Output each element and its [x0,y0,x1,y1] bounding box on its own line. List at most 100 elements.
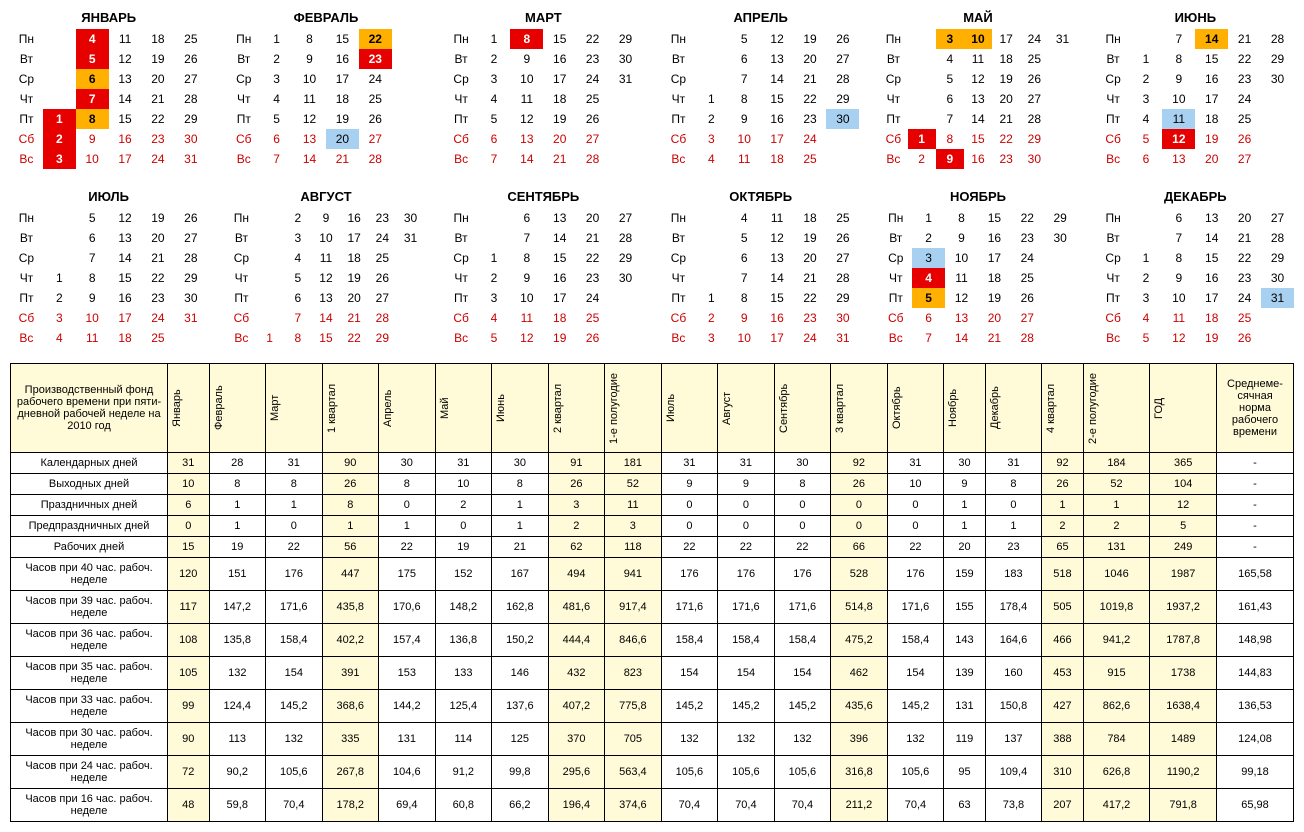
summary-cell: 155 [944,591,986,624]
day-cell: 28 [1261,228,1294,248]
summary-cell: 427 [1042,690,1084,723]
day-cell: 6 [284,288,312,308]
day-label: Ср [445,248,478,268]
day-label: Чт [445,268,478,288]
day-cell: 14 [510,149,543,169]
day-cell: 7 [510,228,543,248]
summary-cell: 1987 [1150,558,1217,591]
day-label: Пн [1097,29,1130,49]
day-cell: 4 [478,308,511,328]
summary-cell: 108 [168,624,210,657]
day-cell: 16 [1195,268,1228,288]
calendar-grid: ЯНВАРЬПн4111825Вт5121926Ср6132027Чт71421… [10,10,1294,348]
day-cell: 2 [260,49,293,69]
day-cell: 27 [1020,89,1048,109]
day-cell: 9 [76,288,109,308]
day-cell: 15 [761,288,794,308]
day-cell: 16 [543,49,576,69]
summary-cell: 124,4 [209,690,266,723]
day-cell: 11 [728,149,761,169]
day-label: Вт [879,49,907,69]
day-cell: 11 [1162,109,1195,129]
day-cell: 26 [1228,129,1261,149]
day-cell: 28 [368,308,396,328]
day-cell: 7 [284,308,312,328]
day-cell: 21 [142,89,175,109]
day-cell: 10 [1162,89,1195,109]
day-cell: 19 [543,328,576,348]
day-cell: 10 [964,29,992,49]
summary-cell: 147,2 [209,591,266,624]
summary-col-header: Июль [661,364,718,453]
summary-cell: 30 [492,453,549,474]
day-cell: 9 [510,49,543,69]
summary-cell: 137,6 [492,690,549,723]
day-label: Вс [445,149,478,169]
summary-cell: 136,8 [435,624,492,657]
summary-cell: 113 [209,723,266,756]
summary-cell: 6 [168,495,210,516]
summary-cell: 22 [774,537,831,558]
summary-cell: 183 [985,558,1042,591]
day-cell: 3 [1130,288,1163,308]
day-cell: 14 [761,69,794,89]
day-cell: 3 [43,308,76,328]
month-name: ОКТЯБРЬ [662,189,859,204]
summary-cell: 154 [887,657,944,690]
day-cell: 11 [945,268,978,288]
day-cell: 17 [761,129,794,149]
day-cell: 25 [1228,109,1261,129]
day-cell: 18 [761,149,794,169]
summary-cell: 1 [209,495,266,516]
summary-cell: 184 [1083,453,1150,474]
day-cell: 9 [293,49,326,69]
day-label: Вт [445,49,478,69]
day-label: Сб [10,129,43,149]
summary-cell: 158,4 [718,624,775,657]
summary-cell: 8 [266,474,323,495]
summary-cell: 846,6 [605,624,662,657]
day-label: Сб [879,308,912,328]
day-cell: 18 [1195,308,1228,328]
summary-row-label: Часов при 30 час. рабоч. неделе [11,723,168,756]
summary-cell: 158,4 [774,624,831,657]
day-cell: 2 [908,149,936,169]
summary-row-label: Часов при 33 час. рабоч. неделе [11,690,168,723]
day-cell: 10 [510,69,543,89]
day-cell: 10 [1162,288,1195,308]
day-cell: 7 [1162,228,1195,248]
summary-col-header: Декабрь [985,364,1042,453]
day-cell: 16 [761,109,794,129]
summary-cell: 62 [548,537,605,558]
day-cell: 10 [312,228,340,248]
day-cell: 8 [1162,49,1195,69]
day-cell: 17 [1195,288,1228,308]
day-cell: 9 [728,308,761,328]
summary-cell: 152 [435,558,492,591]
summary-row-label: Праздничных дней [11,495,168,516]
day-label: Чт [662,268,695,288]
summary-cell: 145,2 [774,690,831,723]
summary-cell: 159 [944,558,986,591]
day-label: Вт [10,49,43,69]
summary-cell: 181 [605,453,662,474]
day-cell [695,268,728,288]
day-cell: 1 [1130,49,1163,69]
day-cell: 8 [1162,248,1195,268]
summary-cell: 335 [322,723,379,756]
day-cell: 21 [340,308,368,328]
day-cell: 26 [576,109,609,129]
summary-cell: 435,8 [322,591,379,624]
day-cell: 28 [826,268,859,288]
summary-col-header: Февраль [209,364,266,453]
day-cell: 12 [761,29,794,49]
day-cell: 24 [368,228,396,248]
summary-cell: 453 [1042,657,1084,690]
day-cell: 14 [964,109,992,129]
day-cell: 28 [576,149,609,169]
month: НОЯБРЬПн18152229Вт29162330Ср3101724Чт411… [879,189,1076,348]
summary-cell: - [1217,495,1294,516]
summary-cell: 145,2 [661,690,718,723]
day-cell: 26 [368,268,396,288]
day-label: Чт [227,89,260,109]
